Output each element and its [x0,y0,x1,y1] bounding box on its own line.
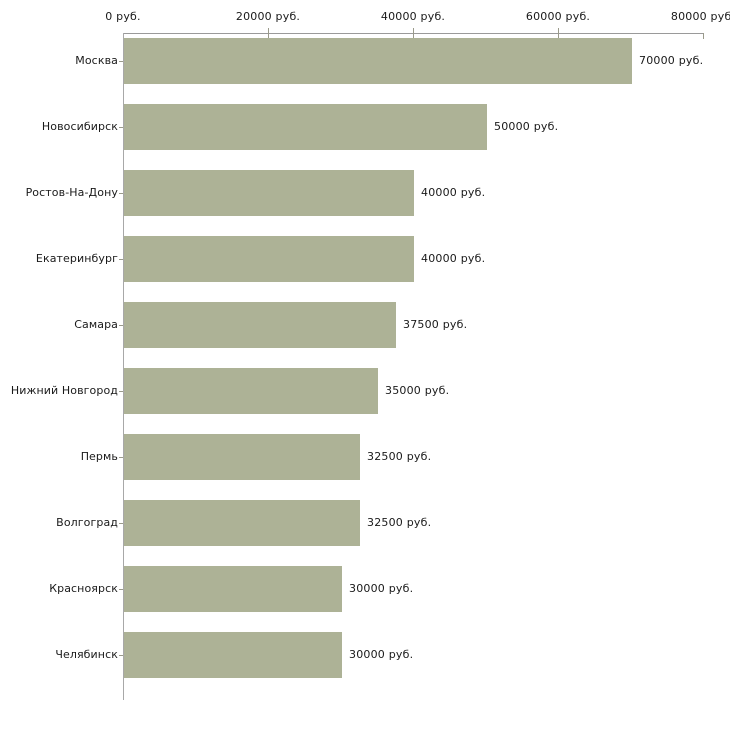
x-axis-tick [703,33,704,39]
bar-row: Самара 37500 руб. [0,302,730,348]
bar[interactable] [124,434,360,480]
bar-row: Екатеринбург 40000 руб. [0,236,730,282]
x-axis-tick [268,28,269,39]
category-tick [119,391,123,392]
category-label: Екатеринбург [35,252,118,265]
x-axis-tick [558,28,559,39]
category-label: Челябинск [55,648,118,661]
bar-value-label: 30000 руб. [349,648,414,661]
bar-value-label: 32500 руб. [367,516,432,529]
x-axis-tick-label: 40000 руб. [380,10,446,23]
category-label: Нижний Новгород [10,384,118,397]
x-axis-tick-label: 20000 руб. [235,10,301,23]
x-axis-tick-label: 80000 руб. [670,10,730,23]
y-axis-line [123,33,124,700]
bar-row: Челябинск 30000 руб. [0,632,730,678]
bar-row: Новосибирск 50000 руб. [0,104,730,150]
x-axis-tick-label: 0 руб. [105,10,141,23]
bar-row: Москва 70000 руб. [0,38,730,84]
bar-value-label: 30000 руб. [349,582,414,595]
bar[interactable] [124,38,632,84]
category-label: Москва [75,54,118,67]
x-axis-tick-label: 60000 руб. [525,10,591,23]
category-tick [119,127,123,128]
bar-row: Нижний Новгород 35000 руб. [0,368,730,414]
category-label: Ростов-На-Дону [25,186,118,199]
bar-row: Волгоград 32500 руб. [0,500,730,546]
category-label: Самара [74,318,118,331]
bar[interactable] [124,368,378,414]
bar[interactable] [124,104,487,150]
category-label: Пермь [80,450,118,463]
bar-value-label: 40000 руб. [421,252,486,265]
bar-row: Пермь 32500 руб. [0,434,730,480]
category-label: Новосибирск [41,120,118,133]
bar[interactable] [124,170,414,216]
bar-row: Красноярск 30000 руб. [0,566,730,612]
bar[interactable] [124,632,342,678]
bar-value-label: 70000 руб. [639,54,704,67]
category-tick [119,523,123,524]
bar-value-label: 32500 руб. [367,450,432,463]
category-tick [119,457,123,458]
category-tick [119,325,123,326]
bar[interactable] [124,500,360,546]
bar-value-label: 35000 руб. [385,384,450,397]
bar[interactable] [124,236,414,282]
category-tick [119,61,123,62]
category-label: Волгоград [56,516,118,529]
bar[interactable] [124,566,342,612]
bar-value-label: 40000 руб. [421,186,486,199]
bar-row: Ростов-На-Дону 40000 руб. [0,170,730,216]
category-label: Красноярск [49,582,118,595]
bar[interactable] [124,302,396,348]
category-tick [119,655,123,656]
x-axis-tick [413,28,414,39]
category-tick [119,589,123,590]
bar-value-label: 50000 руб. [494,120,559,133]
category-tick [119,259,123,260]
bar-value-label: 37500 руб. [403,318,468,331]
category-tick [119,193,123,194]
